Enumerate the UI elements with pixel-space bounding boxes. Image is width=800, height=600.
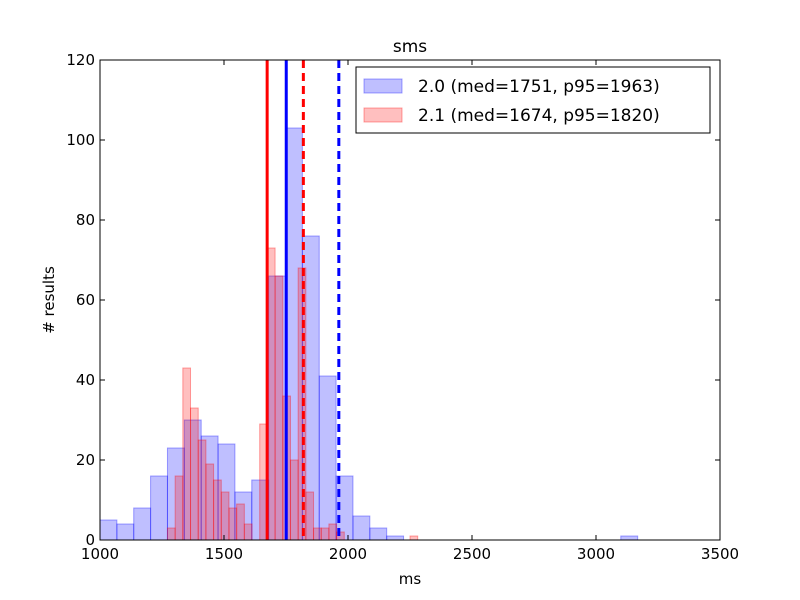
bar-series-1-bin-23 [409, 535, 419, 541]
x-tick-label-2: 2000 [329, 545, 367, 563]
bar-series-1-bin-7 [220, 491, 230, 541]
bar-series-1-bin-5 [205, 463, 215, 541]
bar-series-1-bin-21 [328, 523, 338, 541]
bar-series-1-bin-14 [274, 275, 284, 541]
bar-series-1-bin-10 [243, 523, 253, 541]
y-tick-label-2: 40 [76, 371, 95, 389]
bar-series-1-bin-2 [182, 367, 192, 541]
legend-label-2-1: 2.1 (med=1674, p95=1820) [418, 106, 660, 126]
x-tick-label-1: 1500 [205, 545, 243, 563]
bar-series-0-bin-3 [150, 475, 168, 541]
bar-series-1-bin-16 [289, 459, 299, 541]
bar-series-1-bin-18 [305, 491, 315, 541]
y-tick-label-1: 20 [76, 451, 95, 469]
bar-series-0-bin-15 [352, 515, 371, 541]
x-tick-label-0: 1000 [81, 545, 119, 563]
bar-series-1-bin-8 [228, 507, 238, 541]
x-axis-label: ms [399, 570, 422, 588]
bar-series-0-bin-1 [116, 523, 135, 541]
legend-swatch-2-0 [363, 78, 403, 94]
bar-series-1-bin-3 [190, 407, 199, 541]
legend-swatch-2-1 [363, 107, 403, 123]
bar-series-1-bin-6 [213, 479, 222, 541]
x-tick-label-3: 2500 [453, 545, 491, 563]
y-tick-label-3: 60 [76, 291, 95, 309]
bar-series-0-bin-13 [318, 375, 337, 541]
chart-title: sms [393, 37, 427, 57]
y-tick-label-5: 100 [66, 131, 95, 149]
bar-series-0-bin-2 [133, 507, 152, 541]
x-tick-label-4: 3000 [577, 545, 615, 563]
bar-series-0-bin-0 [99, 519, 118, 541]
legend-frame [355, 66, 711, 134]
bar-series-1-bin-0 [166, 527, 176, 541]
bar-series-1-bin-9 [236, 503, 245, 541]
legend-label-2-0: 2.0 (med=1751, p95=1963) [418, 77, 660, 97]
ticks-layer: 1000 1500 2000 2500 3000 3500 0 20 40 60 80 100 120 [66, 51, 739, 563]
bar-series-0-bin-16 [369, 527, 388, 541]
y-axis-label: # results [40, 266, 58, 334]
y-tick-label-0: 0 [85, 531, 95, 549]
bar-series-1-bin-1 [174, 475, 184, 541]
stat-lines-layer [265, 60, 341, 540]
y-tick-label-6: 120 [66, 51, 95, 69]
x-tick-label-5: 3500 [701, 545, 739, 563]
bar-series-1-bin-4 [197, 439, 207, 541]
y-tick-label-4: 80 [76, 211, 95, 229]
bar-series-1-bin-19 [313, 527, 322, 541]
bar-series-0-bin-18 [620, 535, 639, 541]
bar-series-1-bin-20 [320, 527, 330, 541]
legend: 2.0 (med=1751, p95=1963) 2.1 (med=1674, … [355, 66, 711, 134]
bar-series-0-bin-17 [386, 535, 405, 541]
